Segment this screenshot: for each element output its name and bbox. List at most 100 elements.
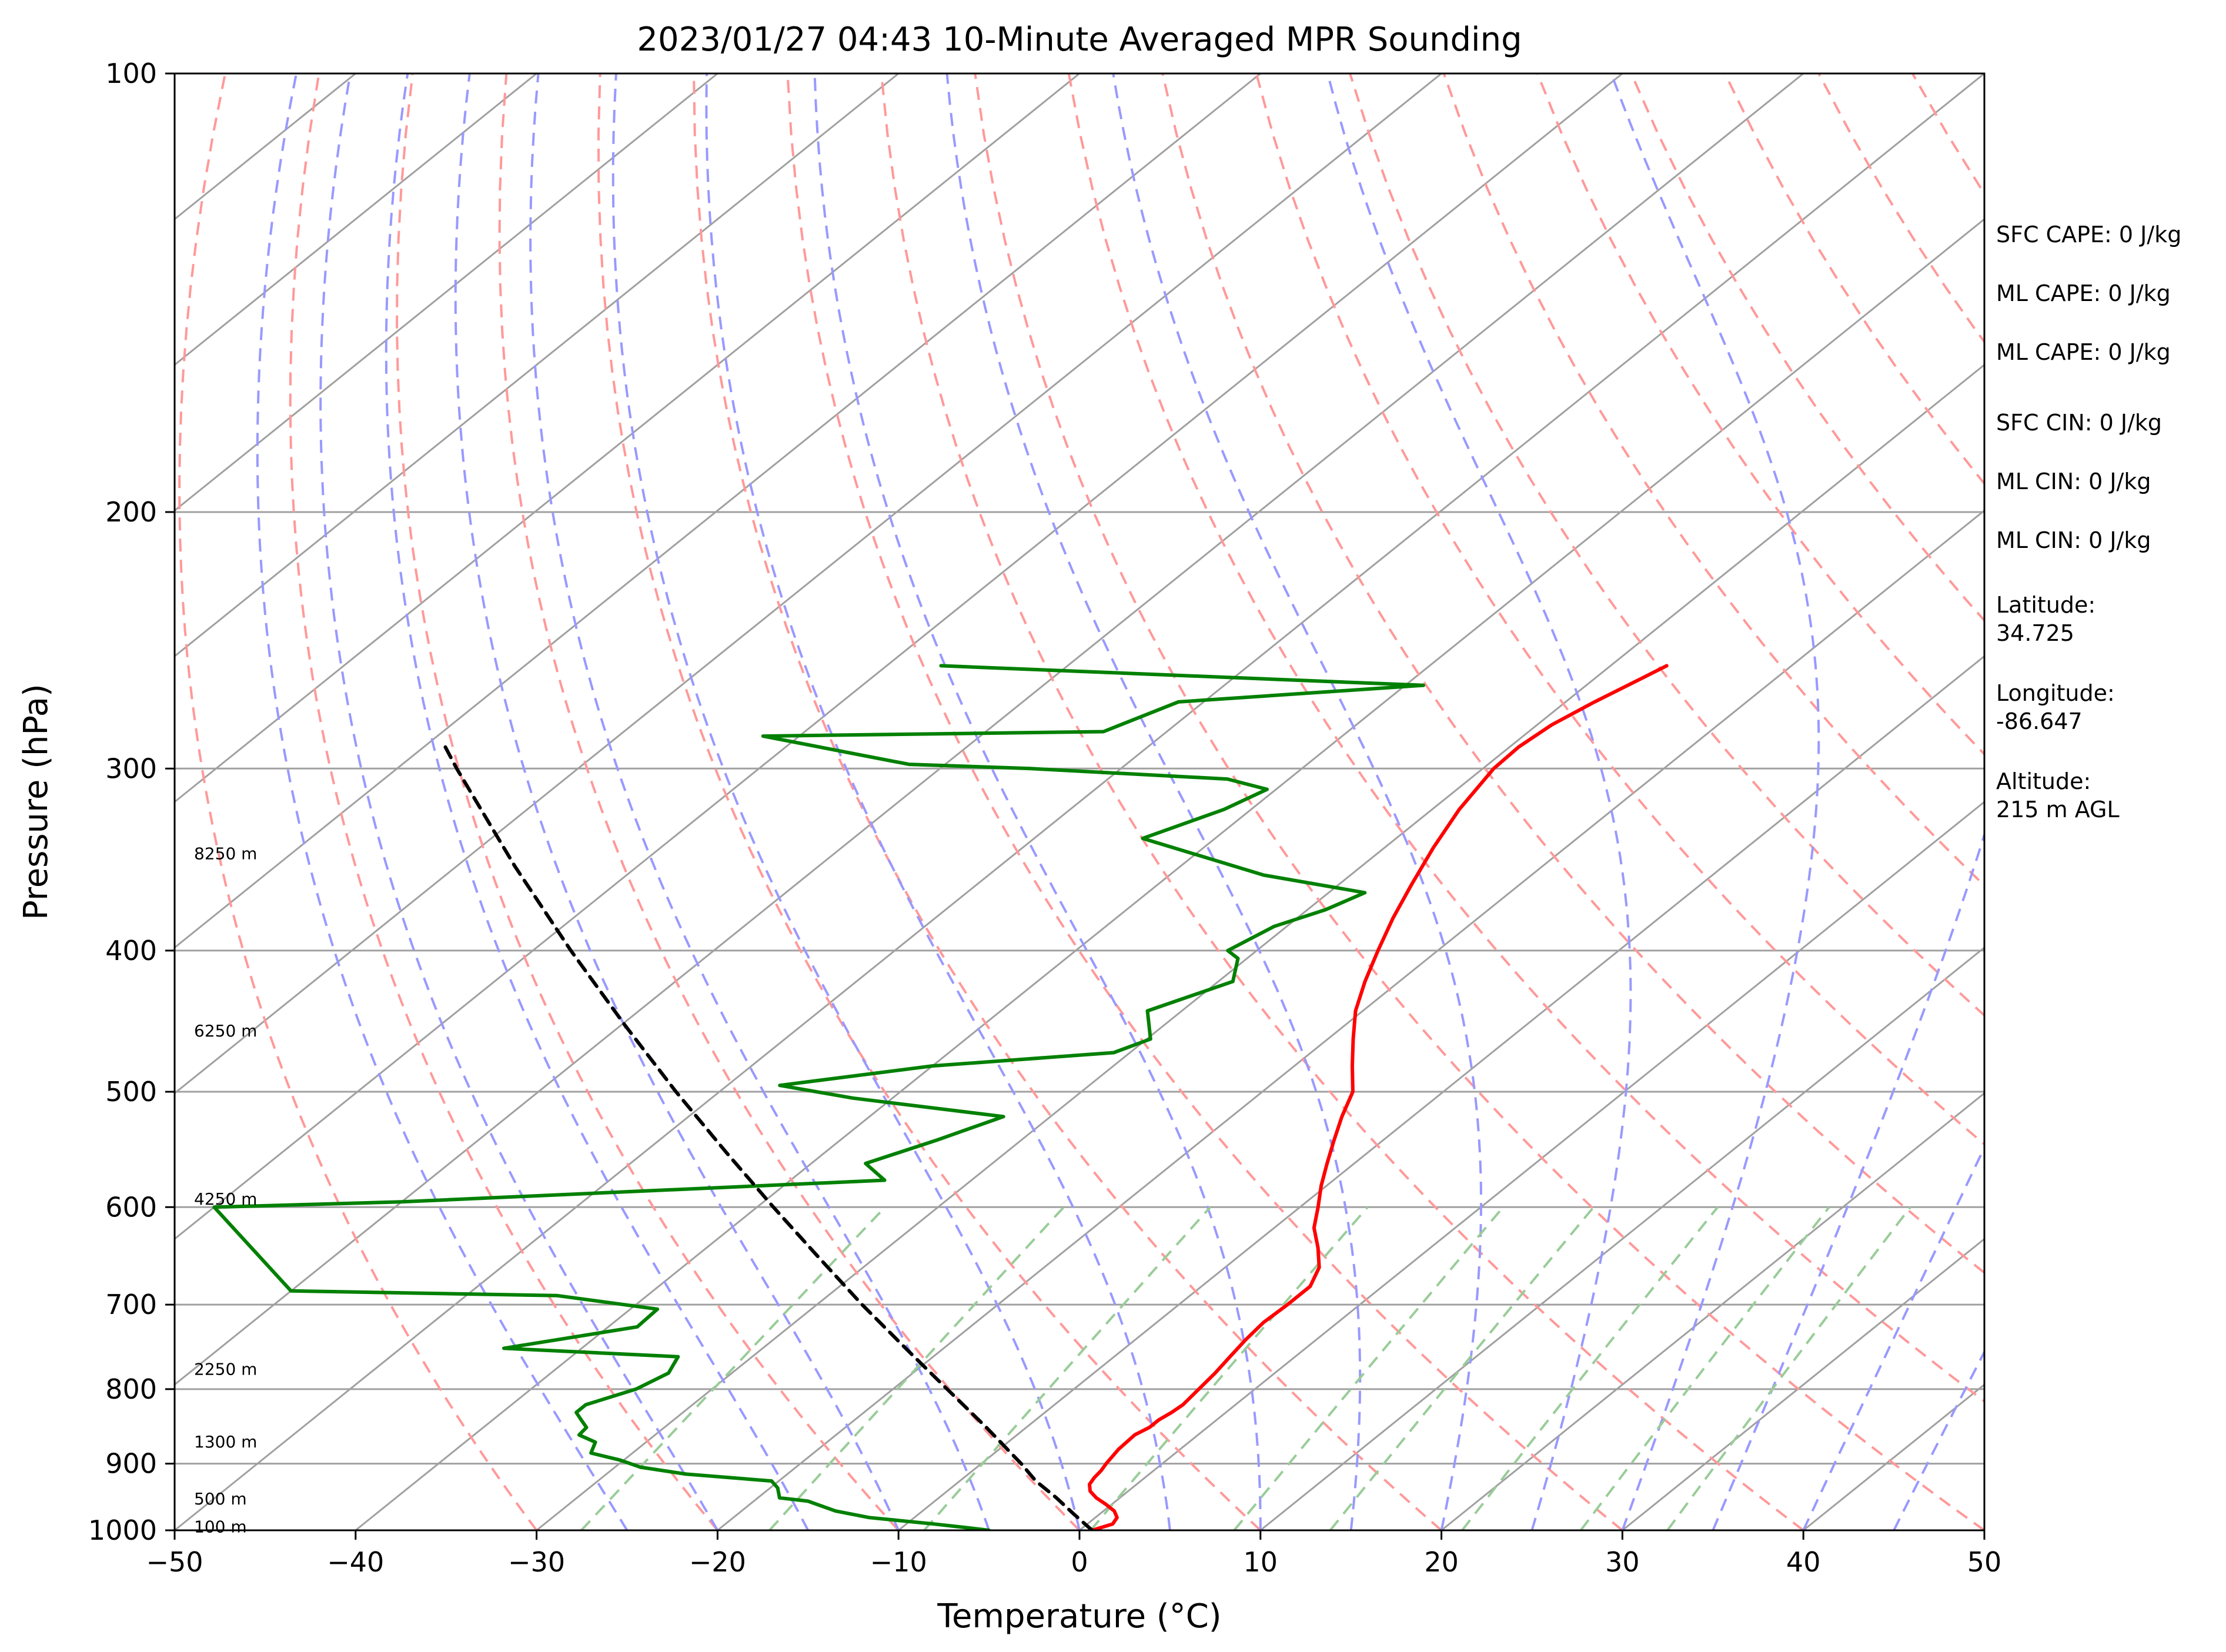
dry-adiabat xyxy=(1255,73,1984,1146)
x-tick-label: 30 xyxy=(1605,1546,1640,1578)
mixing-ratio-line xyxy=(923,1206,1211,1530)
info-item: ML CIN: 0 J/kg xyxy=(1996,469,2151,494)
y-tick-label: 300 xyxy=(105,753,157,784)
isotherm xyxy=(536,363,1984,1530)
info-item: SFC CIN: 0 J/kg xyxy=(1996,410,2162,436)
moist-adiabat xyxy=(1112,73,1482,1530)
dry-adiabat xyxy=(178,73,538,1530)
moist-adiabat xyxy=(256,73,629,1530)
isotherm xyxy=(175,73,537,366)
mixing-ratio-line xyxy=(580,1206,886,1530)
info-item: ML CIN: 0 J/kg xyxy=(1996,527,2151,553)
info-panel: SFC CAPE: 0 J/kg ML CAPE: 0 J/kg ML CAPE: … xyxy=(1996,222,2181,822)
moist-adiabat xyxy=(1326,73,1632,1530)
y-tick-label: 700 xyxy=(105,1289,157,1320)
y-axis-title: Pressure (hPa) xyxy=(17,684,55,920)
temperature-profile xyxy=(1088,664,1669,1530)
mixing-ratio-line xyxy=(1580,1206,1830,1530)
height-label: 4250 m xyxy=(194,1189,257,1209)
x-tick-label: 50 xyxy=(1967,1546,2002,1578)
chart-title: 2023/01/27 04:43 10-Minute Averaged MPR … xyxy=(637,21,1522,59)
mixing-ratio-line xyxy=(1461,1206,1719,1530)
plot-area xyxy=(175,73,1984,1530)
height-label: 500 m xyxy=(194,1489,247,1509)
y-tick-label: 200 xyxy=(105,496,157,528)
dry-adiabat xyxy=(786,73,1623,1530)
isotherm xyxy=(1079,801,1984,1530)
isotherm xyxy=(175,73,900,658)
info-item: Latitude: 34.725 xyxy=(1996,592,2095,646)
isotherm xyxy=(1622,1238,1984,1530)
isotherm xyxy=(175,73,1804,1386)
height-label: 8250 m xyxy=(194,844,257,863)
mixing-ratio-line xyxy=(1329,1206,1595,1530)
y-tick-label: 800 xyxy=(105,1373,157,1405)
dry-adiabat xyxy=(597,73,1262,1530)
info-item: SFC CAPE: 0 J/kg xyxy=(1996,222,2181,248)
dry-adiabat xyxy=(1349,73,1984,1017)
y-tick-label: 900 xyxy=(105,1448,157,1480)
parcel-profile xyxy=(443,745,1094,1530)
x-tick-label: −40 xyxy=(327,1546,384,1578)
height-label: 6250 m xyxy=(194,1021,257,1041)
moist-adiabat xyxy=(319,73,719,1530)
height-labels: 100 m 500 m 1300 m 2250 m 4250 m 6250 m 8250 m xyxy=(194,844,257,1536)
moist-adiabat xyxy=(705,73,1171,1530)
dry-adiabat xyxy=(1442,73,1984,887)
dry-adiabat xyxy=(693,73,1442,1530)
dry-adiabat xyxy=(289,73,718,1530)
height-label: 100 m xyxy=(194,1517,247,1537)
background-lines xyxy=(175,73,1984,1530)
dry-adiabat xyxy=(396,73,900,1530)
height-label: 1300 m xyxy=(194,1432,257,1452)
isotherm xyxy=(717,509,1984,1530)
isotherm xyxy=(355,218,1984,1530)
y-tick-label: 1000 xyxy=(88,1514,157,1546)
moist-adiabat xyxy=(1802,1145,1984,1530)
info-item: ML CAPE: 0 J/kg xyxy=(1996,339,2171,365)
axis-ticks: −50 −40 −30 −20 −10 0 10 20 30 40 50 100 200 300 400 50… xyxy=(88,58,2001,1578)
dry-adiabat xyxy=(880,73,1804,1530)
dewpoint-profile xyxy=(212,664,1425,1530)
y-tick-label: 400 xyxy=(105,935,157,967)
y-tick-label: 500 xyxy=(105,1076,157,1108)
moist-adiabat xyxy=(1712,73,1984,1530)
x-axis-title: Temperature (°C) xyxy=(937,1597,1221,1636)
y-tick-label: 100 xyxy=(105,58,157,89)
dry-adiabat xyxy=(974,73,1984,1530)
height-label: 2250 m xyxy=(194,1360,257,1379)
moist-adiabat xyxy=(454,73,900,1530)
x-tick-label: 10 xyxy=(1244,1546,1278,1578)
mixing-ratio-line xyxy=(768,1206,1065,1530)
isotherm xyxy=(175,73,718,512)
isotherm xyxy=(1259,946,1984,1530)
isotherm xyxy=(175,73,1080,803)
moist-adiabat xyxy=(1893,1349,1984,1530)
moist-adiabat xyxy=(385,73,810,1530)
x-tick-label: 20 xyxy=(1424,1546,1459,1578)
info-item: ML CAPE: 0 J/kg xyxy=(1996,280,2171,306)
isotherm xyxy=(1440,1092,1984,1530)
x-tick-label: 40 xyxy=(1786,1546,1821,1578)
x-tick-label: −50 xyxy=(146,1546,203,1578)
x-tick-label: −20 xyxy=(689,1546,746,1578)
isotherm xyxy=(175,73,1442,1095)
dry-adiabat xyxy=(498,73,1081,1530)
x-tick-label: −10 xyxy=(870,1546,927,1578)
moist-adiabat xyxy=(611,73,1081,1530)
isotherm xyxy=(175,73,1261,949)
x-tick-label: 0 xyxy=(1071,1546,1088,1578)
isotherm xyxy=(175,73,1984,1530)
y-tick-label: 600 xyxy=(105,1191,157,1223)
moist-adiabat xyxy=(813,73,1262,1530)
info-item: Longitude: -86.647 xyxy=(1996,680,2115,734)
info-item: Altitude: 215 m AGL xyxy=(1996,768,2120,822)
moist-adiabat xyxy=(529,73,990,1530)
sounding-series xyxy=(212,664,1669,1530)
dry-adiabat xyxy=(1067,73,1984,1403)
x-tick-label: −30 xyxy=(508,1546,565,1578)
dry-adiabat xyxy=(1161,73,1984,1275)
isotherm xyxy=(175,73,1623,1240)
isotherm xyxy=(898,655,1984,1530)
